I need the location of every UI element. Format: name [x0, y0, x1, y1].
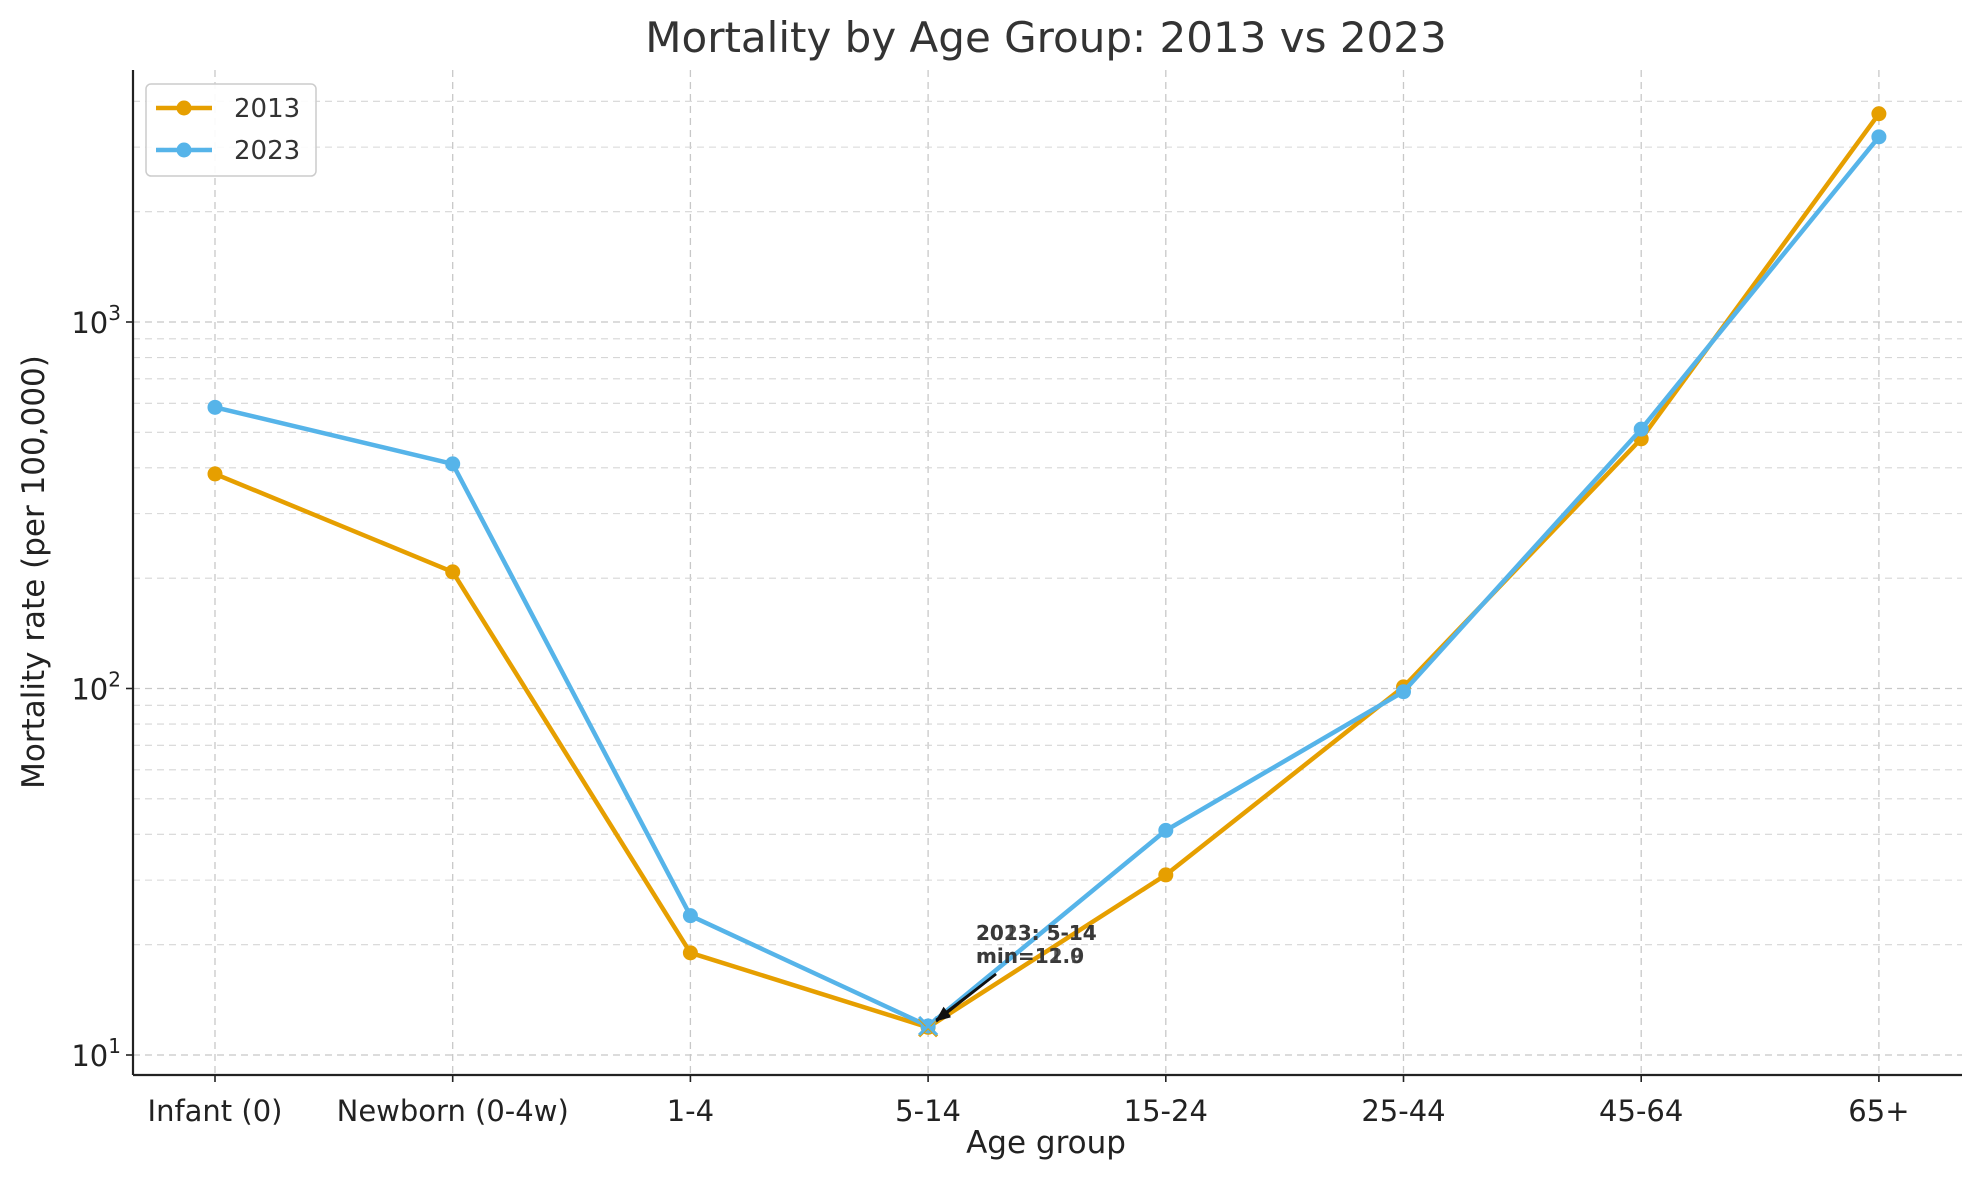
x-tick-label: 1-4 — [667, 1094, 714, 1128]
grid — [133, 70, 1962, 1075]
x-tick-label: 5-14 — [895, 1094, 961, 1128]
legend-marker-2023 — [176, 142, 192, 158]
y-axis-title: Mortality rate (per 100,000) — [16, 355, 52, 789]
data-point-2013 — [1871, 106, 1887, 122]
legend: 2013 2023 — [145, 83, 317, 177]
data-point-2013 — [1158, 867, 1174, 883]
data-point-2023 — [1871, 129, 1887, 145]
y-tick-label: 102 — [71, 668, 121, 707]
annotation-arrowhead-2023 — [936, 1006, 951, 1020]
legend-label-2023: 2023 — [234, 136, 300, 166]
data-point-2013 — [445, 564, 461, 580]
data-point-2023 — [1633, 421, 1649, 437]
legend-marker-2013 — [176, 100, 192, 116]
data-point-2023 — [682, 908, 698, 924]
data-point-2023 — [1396, 684, 1411, 700]
data-point-2023 — [1158, 822, 1174, 838]
x-axis-title: Age group — [966, 1125, 1126, 1161]
min-marker-2023 — [918, 1015, 939, 1037]
data-point-2013 — [207, 466, 223, 482]
x-tick-label: Infant (0) — [148, 1094, 283, 1128]
x-tick-label: 45-64 — [1599, 1094, 1683, 1128]
series-line-2013 — [212, 111, 1882, 1030]
annotation-text-2013: 2013: 5-14 min=11.9 — [976, 921, 1097, 968]
axes — [131, 70, 1962, 1077]
data-point-2013 — [682, 945, 698, 961]
x-tick-labels: Infant (0) Newborn (0-4w) 1-4 5-14 15-24 25-4… — [148, 1075, 1910, 1128]
data-point-2023 — [445, 456, 461, 472]
min-marker-stroke — [918, 1015, 939, 1037]
data-point-2023 — [207, 399, 223, 415]
chart-title: Mortality by Age Group: 2013 vs 2023 — [645, 13, 1446, 62]
legend-label-2013: 2013 — [234, 94, 300, 124]
y-tick-label: 101 — [71, 1034, 121, 1073]
series-line-2023 — [212, 134, 1882, 1029]
x-tick-label: 65+ — [1848, 1094, 1909, 1128]
y-tick-labels: 101 102 103 — [71, 301, 133, 1073]
annotation-text-2023: 2023: 5-14 min=12.0 — [976, 921, 1097, 968]
y-tick-label: 103 — [71, 301, 121, 340]
x-tick-label: 25-44 — [1361, 1094, 1445, 1128]
x-tick-label: 15-24 — [1124, 1094, 1208, 1128]
x-tick-label: Newborn (0-4w) — [337, 1094, 569, 1128]
